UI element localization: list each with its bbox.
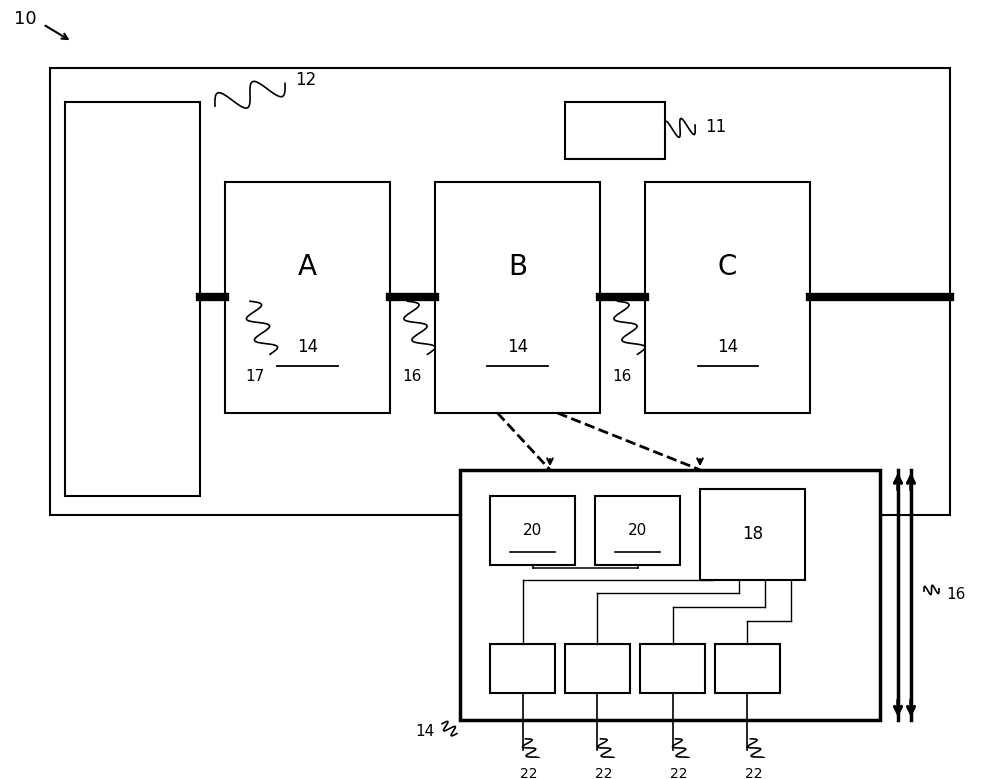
Text: 18: 18 <box>742 525 763 543</box>
Text: 22: 22 <box>745 767 762 779</box>
Text: 22: 22 <box>595 767 612 779</box>
Text: 16: 16 <box>946 587 965 602</box>
Text: 14: 14 <box>717 337 738 356</box>
Text: 20: 20 <box>628 523 647 538</box>
Bar <box>435 182 600 413</box>
Text: B: B <box>508 253 527 281</box>
Bar <box>490 644 555 693</box>
Bar <box>565 102 665 159</box>
Bar <box>645 182 810 413</box>
Text: 20: 20 <box>523 523 542 538</box>
Text: 12: 12 <box>295 71 316 89</box>
Text: 17: 17 <box>245 369 265 384</box>
Bar <box>65 102 200 496</box>
Text: 10: 10 <box>14 10 36 28</box>
Text: C: C <box>718 253 737 281</box>
Text: 16: 16 <box>613 369 632 384</box>
Text: A: A <box>298 253 317 281</box>
Text: 16: 16 <box>403 369 422 384</box>
Text: 22: 22 <box>520 767 537 779</box>
Bar <box>225 182 390 413</box>
Text: 11: 11 <box>705 118 726 136</box>
Text: 14: 14 <box>507 337 528 356</box>
Bar <box>715 644 780 693</box>
Bar <box>460 470 880 720</box>
Text: 14: 14 <box>297 337 318 356</box>
Bar <box>50 69 950 515</box>
Bar <box>595 496 680 565</box>
Text: 22: 22 <box>670 767 687 779</box>
Bar <box>565 644 630 693</box>
Text: 14: 14 <box>416 724 435 738</box>
Bar <box>700 488 805 580</box>
Bar <box>490 496 575 565</box>
Bar <box>640 644 705 693</box>
